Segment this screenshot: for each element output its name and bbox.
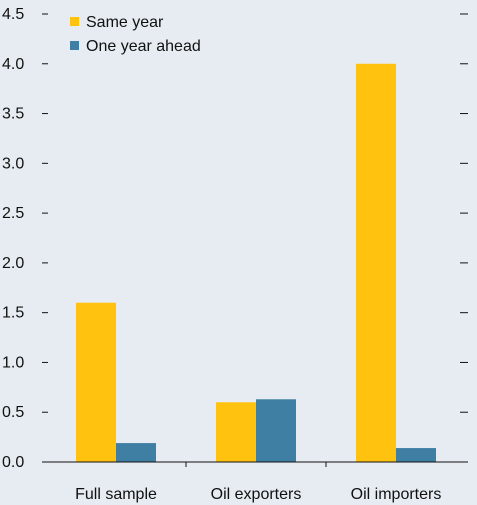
bar-1-2 bbox=[396, 448, 436, 462]
y-tick-label: 3.5 bbox=[2, 106, 24, 123]
legend-swatch bbox=[70, 41, 79, 50]
bar-0-1 bbox=[216, 402, 256, 462]
legend: Same year One year ahead bbox=[70, 14, 201, 55]
x-category-label: Oil importers bbox=[351, 486, 442, 503]
y-tick-label: 0.5 bbox=[2, 404, 24, 421]
x-category-label: Oil exporters bbox=[211, 486, 302, 503]
y-tick-label: 1.0 bbox=[2, 354, 24, 371]
legend-swatch bbox=[70, 17, 79, 26]
x-category-label: Full sample bbox=[75, 486, 157, 503]
bar-1-0 bbox=[116, 443, 156, 462]
bars-group bbox=[76, 63, 436, 463]
bar-0-0 bbox=[76, 302, 116, 462]
y-tick-label: 0.0 bbox=[2, 454, 24, 471]
y-tick-label: 1.5 bbox=[2, 305, 24, 322]
y-tick-label: 2.0 bbox=[2, 255, 24, 272]
axes-group: 0.0 0.5 1.0 1.5 2.0 2.5 3.0 3.5 4.0 4.5 Full sampl… bbox=[2, 6, 468, 503]
y-tick-label: 4.0 bbox=[2, 56, 24, 73]
y-tick-label: 3.0 bbox=[2, 155, 24, 172]
legend-label: One year ahead bbox=[86, 38, 201, 55]
bar-0-2 bbox=[356, 63, 396, 463]
y-tick-label: 2.5 bbox=[2, 205, 24, 222]
y-tick-label: 4.5 bbox=[2, 6, 24, 23]
bar-1-1 bbox=[256, 399, 296, 462]
legend-label: Same year bbox=[86, 14, 164, 31]
